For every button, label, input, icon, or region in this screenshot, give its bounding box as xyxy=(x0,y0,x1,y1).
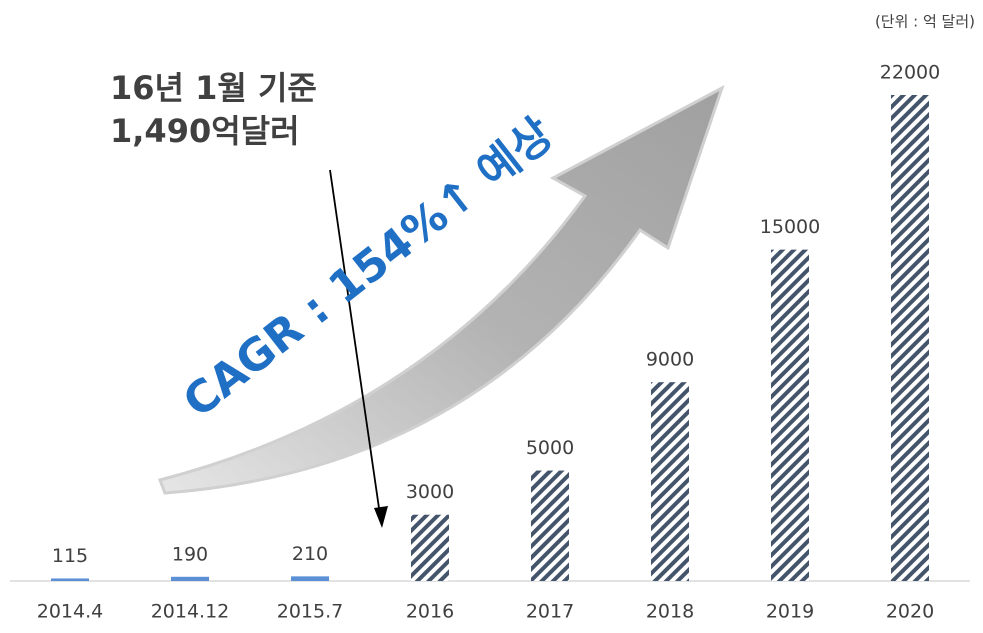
bar xyxy=(891,95,929,581)
x-tick-label: 2014.4 xyxy=(37,601,103,623)
bar xyxy=(291,576,329,581)
annotation: 1,490억달러 xyxy=(110,112,300,150)
bar xyxy=(531,471,569,581)
bar xyxy=(171,577,209,581)
annotation: 16년 1월 기준 xyxy=(110,69,317,107)
value-label: 9000 xyxy=(646,349,694,371)
bar xyxy=(51,578,89,581)
bar xyxy=(411,515,449,581)
x-tick-label: 2019 xyxy=(766,601,814,623)
value-label: 115 xyxy=(52,545,88,567)
x-tick-label: 2020 xyxy=(886,601,934,623)
value-label: 15000 xyxy=(760,216,820,238)
x-tick-label: 2014.12 xyxy=(151,601,230,623)
bar xyxy=(651,382,689,581)
chart: (단위 : 억 달러) 16년 1월 기준 1,490억달러 CAGR : 15… xyxy=(0,0,983,629)
value-label: 3000 xyxy=(406,481,454,503)
x-tick-label: 2015.7 xyxy=(277,601,343,623)
value-label: 5000 xyxy=(526,437,574,459)
x-tick-label: 2018 xyxy=(646,601,694,623)
pointer-head xyxy=(374,506,388,528)
pointer-line xyxy=(330,170,380,515)
value-label: 190 xyxy=(172,543,208,565)
cagr-annotation: CAGR : 154%↑ 예상 xyxy=(174,108,563,427)
x-tick-label: 2017 xyxy=(526,601,574,623)
unit-note: (단위 : 억 달러) xyxy=(875,13,975,31)
bar xyxy=(771,250,809,581)
value-label: 22000 xyxy=(880,62,940,84)
x-tick-label: 2016 xyxy=(406,601,454,623)
value-label: 210 xyxy=(292,543,328,565)
